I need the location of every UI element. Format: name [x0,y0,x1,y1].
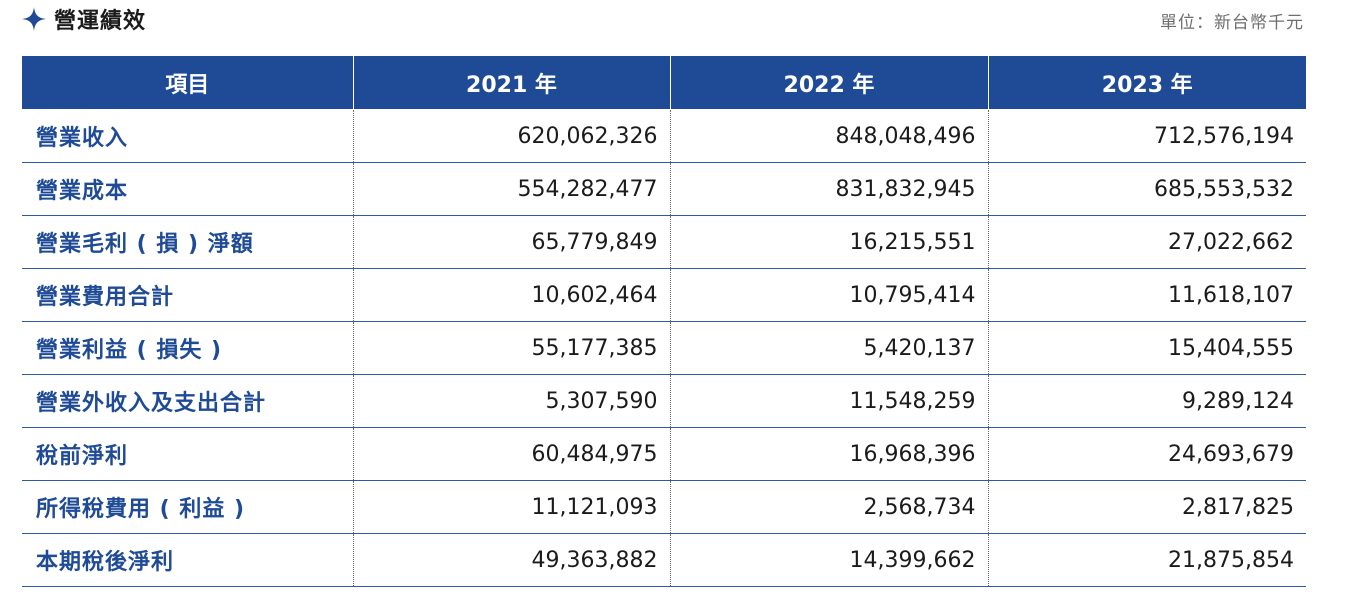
value-cell: 831,832,945 [669,162,988,216]
value-cell: 49,363,882 [352,533,670,587]
table-row: 營業外收入及支出合計 5,307,590 11,548,259 9,289,124 [22,374,1306,428]
value-cell: 21,875,854 [987,533,1306,587]
row-label: 營業利益 ( 損失 ) [22,321,353,375]
row-label: 營業費用合計 [22,268,353,322]
unit-label: 單位：新台幣千元 [1160,13,1304,33]
value-cell: 2,568,734 [669,480,988,534]
table-row: 營業費用合計 10,602,464 10,795,414 11,618,107 [22,268,1306,322]
value-cell: 60,484,975 [352,427,670,481]
row-label: 營業收入 [22,109,353,163]
table-row: 營業毛利 ( 損 ) 淨額 65,779,849 16,215,551 27,022,… [22,215,1306,269]
value-cell: 24,693,679 [987,427,1306,481]
table-row: 本期稅後淨利 49,363,882 14,399,662 21,875,854 [22,533,1306,587]
value-cell: 5,420,137 [669,321,988,375]
table-row: 稅前淨利 60,484,975 16,968,396 24,693,679 [22,427,1306,481]
value-cell: 55,177,385 [352,321,670,375]
value-cell: 2,817,825 [987,480,1306,534]
value-cell: 10,602,464 [352,268,670,322]
section-header: 營運績效 [22,0,146,38]
value-cell: 11,548,259 [669,374,988,428]
row-label: 稅前淨利 [22,427,353,481]
value-cell: 15,404,555 [987,321,1306,375]
value-cell: 5,307,590 [352,374,670,428]
value-cell: 554,282,477 [352,162,670,216]
value-cell: 14,399,662 [669,533,988,587]
table-row: 營業成本 554,282,477 831,832,945 685,553,532 [22,162,1306,216]
column-header-item: 項目 [22,56,353,110]
table-row: 所得稅費用 ( 利益 ) 11,121,093 2,568,734 2,817,825 [22,480,1306,534]
value-cell: 16,215,551 [669,215,988,269]
value-cell: 16,968,396 [669,427,988,481]
value-cell: 11,121,093 [352,480,670,534]
value-cell: 27,022,662 [987,215,1306,269]
section-title: 營運績效 [54,9,147,34]
row-label: 營業外收入及支出合計 [22,374,353,428]
column-header-2023: 2023 年 [987,56,1306,110]
value-cell: 65,779,849 [352,215,670,269]
table-header-row: 項目 2021 年 2022 年 2023 年 [22,56,1306,110]
column-header-2022: 2022 年 [669,56,988,110]
table-row: 營業利益 ( 損失 ) 55,177,385 5,420,137 15,404,555 [22,321,1306,375]
row-label: 營業毛利 ( 損 ) 淨額 [22,215,353,269]
value-cell: 620,062,326 [352,109,670,163]
row-label: 營業成本 [22,162,353,216]
value-cell: 848,048,496 [669,109,988,163]
row-label: 所得稅費用 ( 利益 ) [22,480,353,534]
column-header-2021: 2021 年 [352,56,670,110]
table-row: 營業收入 620,062,326 848,048,496 712,576,194 [22,109,1306,163]
four-point-star-icon [22,7,46,31]
row-label: 本期稅後淨利 [22,533,353,587]
value-cell: 11,618,107 [987,268,1306,322]
financial-performance-table: 項目 2021 年 2022 年 2023 年 營業收入 620,062,326 8… [22,56,1306,587]
value-cell: 685,553,532 [987,162,1306,216]
value-cell: 712,576,194 [987,109,1306,163]
value-cell: 9,289,124 [987,374,1306,428]
value-cell: 10,795,414 [669,268,988,322]
